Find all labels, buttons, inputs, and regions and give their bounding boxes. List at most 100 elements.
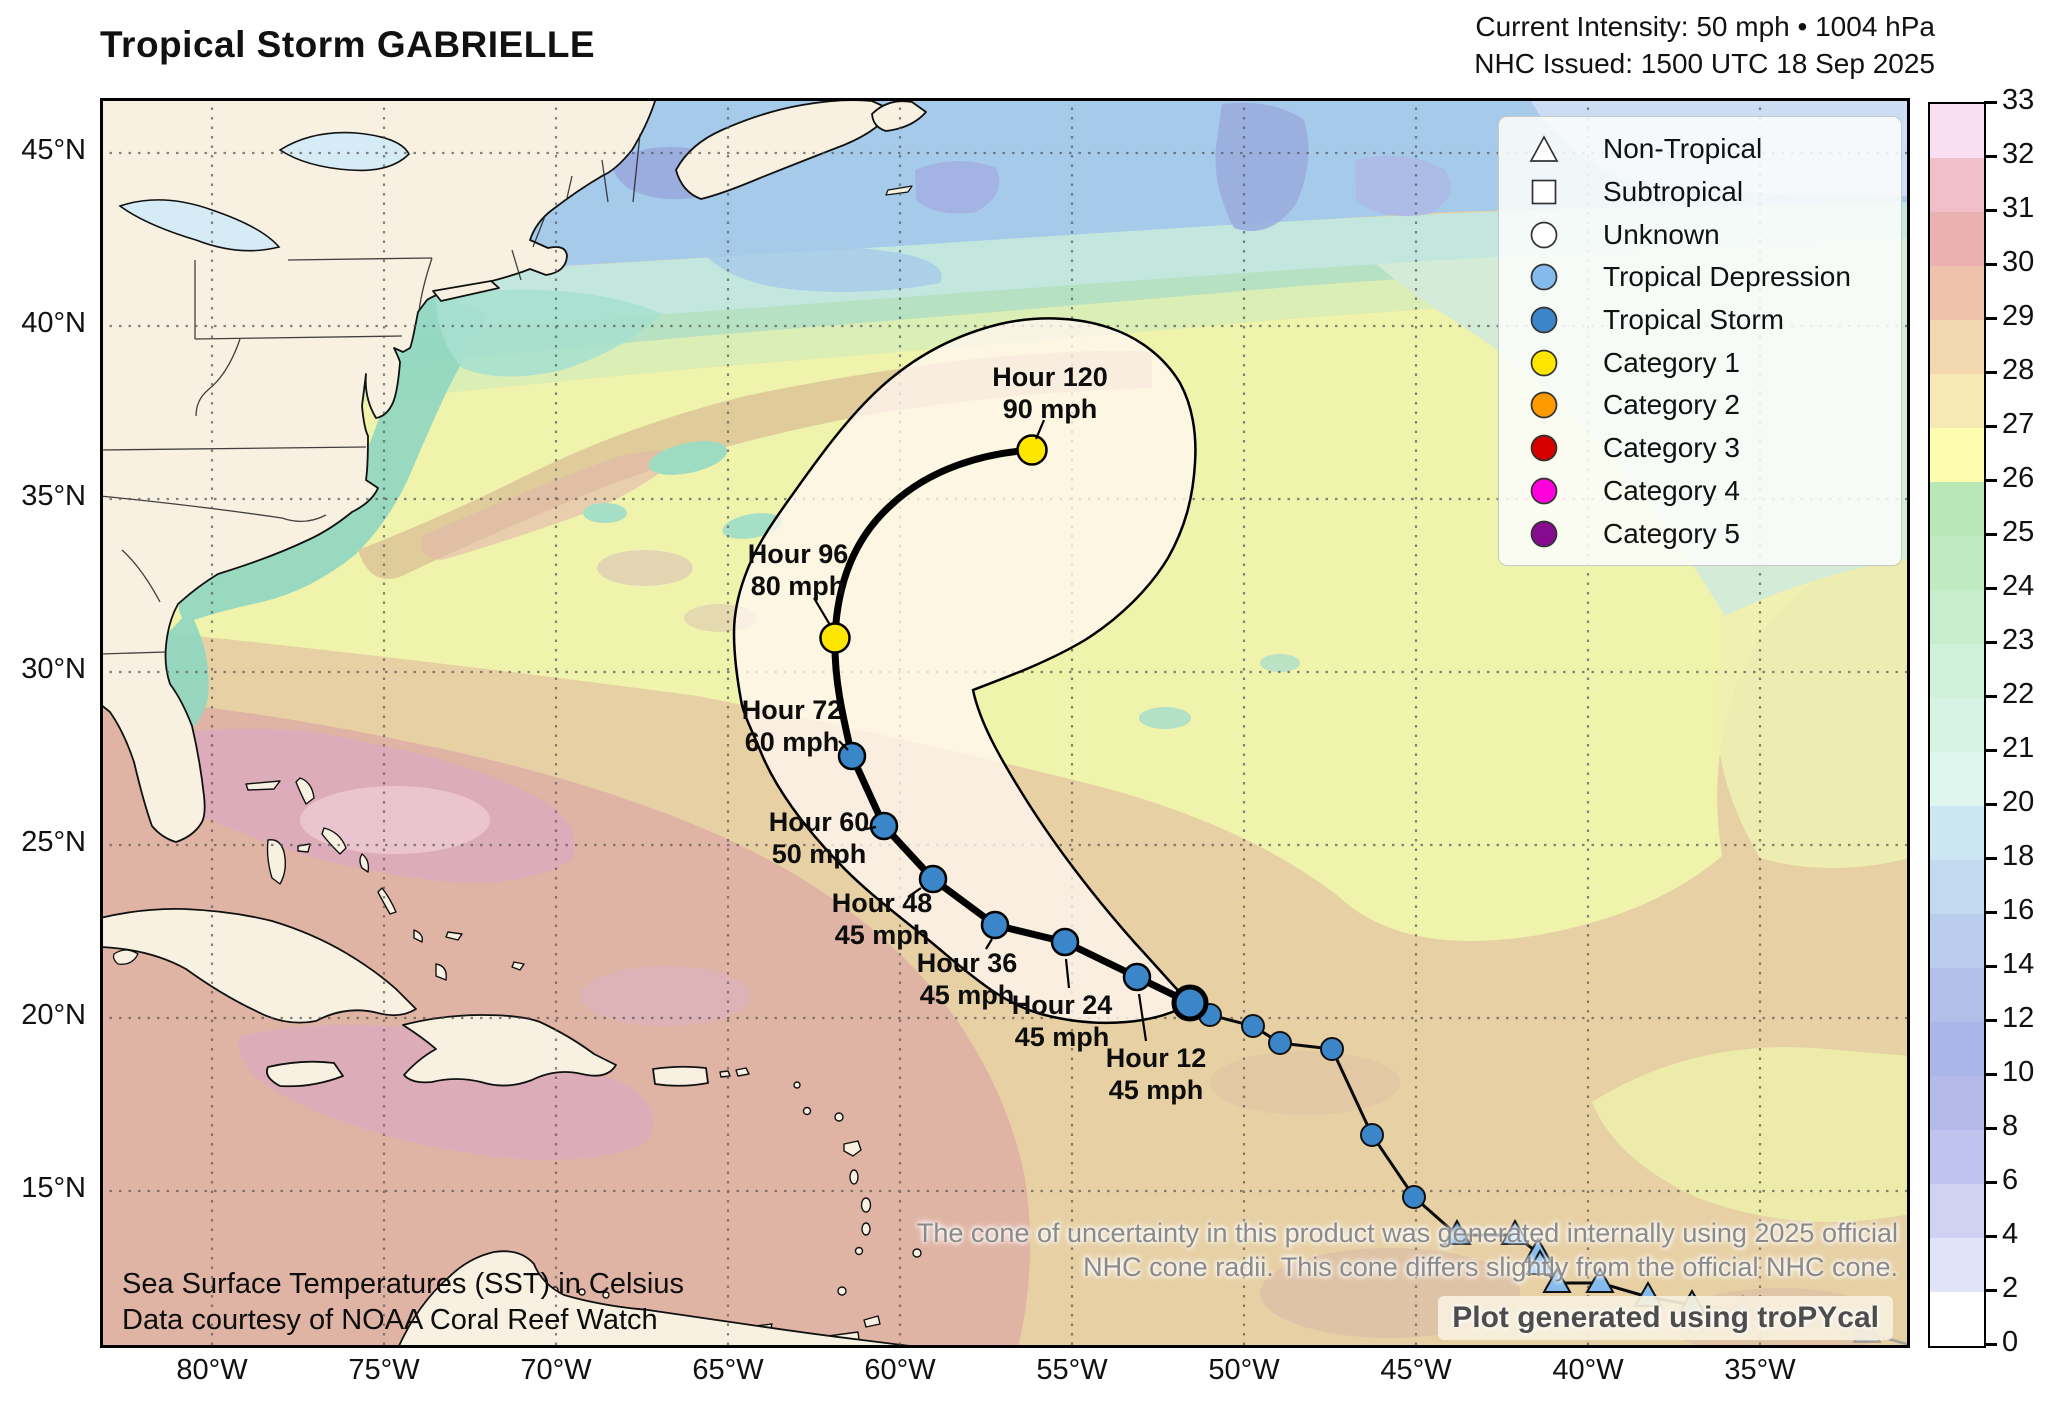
lake-erie — [118, 199, 281, 252]
label-leader-line — [985, 938, 993, 950]
forecast-point-hour-96 — [819, 622, 851, 654]
forecast-point-hour-120 — [1016, 434, 1048, 466]
legend-item-category-1: Category 1 — [1521, 341, 1901, 384]
y-tick-40°N: 40°N — [21, 307, 86, 339]
y-tick-35°N: 35°N — [21, 480, 86, 512]
colorbar-tick-mark — [1984, 1342, 1997, 1346]
colorbar-tick-label-14: 14 — [2002, 948, 2035, 980]
legend-item-tropical-storm: Tropical Storm — [1521, 299, 1901, 342]
colorbar-tick-label-10: 10 — [2002, 1056, 2035, 1088]
colorbar-tick-mark — [1984, 748, 1997, 752]
colorbar-tick-label-18: 18 — [2002, 840, 2035, 872]
legend-item-label: Category 3 — [1603, 432, 1740, 464]
colorbar-tick-mark — [1984, 370, 1997, 374]
colorbar-tick-label-0: 0 — [2002, 1326, 2019, 1358]
colorbar-segment — [1930, 1076, 1984, 1130]
colorbar-tick-label-32: 32 — [2002, 138, 2035, 170]
colorbar-tick-mark — [1984, 856, 1997, 860]
wind-label: 45 mph — [1015, 1022, 1110, 1052]
colorbar-segment — [1930, 968, 1984, 1022]
colorbar-segment — [1930, 1238, 1984, 1292]
colorbar-tick-label-31: 31 — [2002, 192, 2035, 224]
wind-label: 45 mph — [920, 980, 1015, 1010]
colorbar-segment — [1930, 320, 1984, 374]
state-borders — [99, 133, 641, 655]
cone-disclaimer-line1: The cone of uncertainty in this product … — [916, 1218, 1898, 1248]
past-point-circle — [1241, 1014, 1265, 1038]
colorbar-tick-mark — [1984, 100, 1997, 104]
past-point-triangle — [1542, 1266, 1572, 1293]
legend-item-subtropical: Subtropical — [1521, 171, 1901, 214]
colorbar-segment — [1930, 212, 1984, 266]
legend-item-label: Category 1 — [1603, 346, 1740, 378]
legend-marker-icon — [1521, 302, 1567, 338]
colorbar-tick-mark — [1984, 1018, 1997, 1022]
x-tick-45°W: 45°W — [1380, 1354, 1452, 1386]
colorbar-tick-mark — [1984, 910, 1997, 914]
past-point-triangle — [1442, 1218, 1472, 1245]
label-leader-line — [1137, 993, 1148, 1042]
uncertainty-cone — [732, 317, 1197, 1025]
colorbar-tick-mark — [1984, 1234, 1997, 1238]
x-tick-60°W: 60°W — [864, 1354, 936, 1386]
forecast-point-hour-36 — [980, 910, 1010, 940]
legend-marker-icon — [1521, 345, 1567, 381]
map-border — [100, 98, 1910, 1348]
legend-item-non-tropical: Non-Tropical — [1521, 128, 1901, 171]
legend-marker-icon — [1521, 131, 1567, 167]
colorbar-tick-label-33: 33 — [2002, 84, 2035, 116]
hour-label: Hour 120 — [992, 362, 1108, 392]
colorbar-segment — [1930, 374, 1984, 428]
colorbar-segment — [1930, 1184, 1984, 1238]
colorbar-tick-mark — [1984, 1072, 1997, 1076]
y-tick-45°N: 45°N — [21, 134, 86, 166]
y-tick-20°N: 20°N — [21, 999, 86, 1031]
colorbar-tick-mark — [1984, 1180, 1997, 1184]
colorbar-tick-label-4: 4 — [2002, 1218, 2019, 1250]
issuance-time: NHC Issued: 1500 UTC 18 Sep 2025 — [1474, 48, 1935, 79]
hour-label: Hour 96 — [748, 539, 849, 569]
past-point-triangle — [1585, 1266, 1615, 1293]
past-point-circle — [1320, 1037, 1344, 1061]
wind-label: 90 mph — [1003, 394, 1098, 424]
colorbar-segment — [1930, 806, 1984, 860]
header-info: Current Intensity: 50 mph • 1004 hPa NHC… — [1474, 8, 1935, 82]
north-america — [99, 97, 657, 843]
colorbar-tick-mark — [1984, 694, 1997, 698]
colorbar-tick-mark — [1984, 586, 1997, 590]
sst-footnote-line2: Data courtesy of NOAA Coral Reef Watch — [122, 1304, 658, 1336]
isle-of-youth — [112, 949, 139, 965]
sst-footnote: Sea Surface Temperatures (SST) in Celsiu… — [122, 1266, 684, 1338]
past-point-circle — [1268, 1031, 1292, 1055]
colorbar-tick-mark — [1984, 964, 1997, 968]
colorbar-tick-mark — [1984, 262, 1997, 266]
forecast-point-hour-72 — [837, 741, 867, 771]
colorbar-tick-label-27: 27 — [2002, 408, 2035, 440]
colorbar-tick-label-26: 26 — [2002, 462, 2035, 494]
legend-marker-icon — [1521, 174, 1567, 210]
jamaica — [265, 1060, 344, 1088]
colorbar-segment — [1930, 752, 1984, 806]
lake-ontario — [278, 131, 410, 172]
colorbar-tick-label-23: 23 — [2002, 624, 2035, 656]
colorbar-tick-label-2: 2 — [2002, 1272, 2019, 1304]
colorbar-tick-label-12: 12 — [2002, 1002, 2035, 1034]
legend-marker-icon — [1521, 430, 1567, 466]
legend-marker-icon — [1521, 259, 1567, 295]
great-lakes — [118, 131, 410, 252]
colorbar-tick-label-21: 21 — [2002, 732, 2035, 764]
long-island — [432, 280, 500, 302]
colorbar-tick-mark — [1984, 424, 1997, 428]
colorbar-segment — [1930, 1292, 1984, 1346]
colorbar-tick-label-29: 29 — [2002, 300, 2035, 332]
label-leader-line — [813, 597, 831, 626]
colorbar-segment — [1930, 914, 1984, 968]
label-leader-line — [865, 825, 877, 831]
hispaniola — [402, 1014, 617, 1087]
hour-label: Hour 60 — [769, 807, 870, 837]
colorbar-segment — [1930, 536, 1984, 590]
colorbar-segment — [1930, 590, 1984, 644]
legend-item-tropical-depression: Tropical Depression — [1521, 256, 1901, 299]
colorbar-segment — [1930, 698, 1984, 752]
legend-item-unknown: Unknown — [1521, 213, 1901, 256]
